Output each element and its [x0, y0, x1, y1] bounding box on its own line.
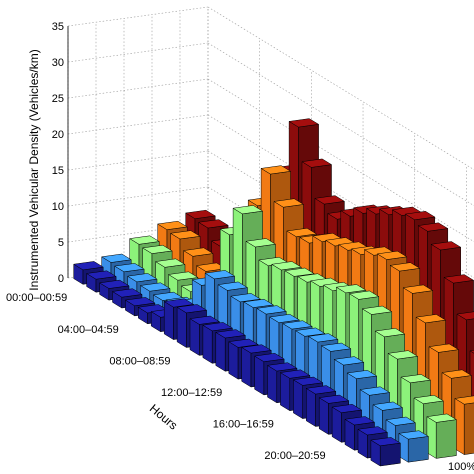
z-tick-label: 0: [58, 273, 64, 285]
z-tick-label: 10: [52, 201, 64, 213]
hour-tick-label: 12:00–12:59: [161, 387, 222, 399]
z-tick-label: 25: [52, 93, 64, 105]
gridline-wall: [67, 42, 209, 63]
gridline-backwall: [207, 78, 474, 242]
z-tick-label: 30: [52, 57, 64, 69]
bar: [398, 430, 430, 463]
z-tick-label: 5: [58, 237, 64, 249]
hour-tick-label: 16:00–16:59: [213, 419, 274, 431]
hours-axis-label: Hours: [147, 401, 181, 432]
gridline-wall: [67, 6, 209, 27]
gridline-backwall: [207, 42, 474, 206]
z-axis-label: Instrumented Vehicular Density (Vehicles…: [27, 49, 41, 290]
hour-tick-label: 08:00–08:59: [109, 355, 170, 367]
gridline-wall: [67, 186, 209, 207]
bars: [72, 118, 474, 467]
hour-tick-label: 00:00–00:59: [6, 292, 67, 304]
z-tick-label: 15: [52, 165, 64, 177]
gridline-wall: [67, 78, 209, 99]
z-tick-label: 35: [52, 21, 64, 33]
gridline-backwall: [207, 6, 474, 170]
gridline-wall: [67, 150, 209, 171]
bar: [454, 395, 474, 456]
bar: [426, 413, 458, 459]
bar: [370, 437, 402, 467]
gridline-backwall: [207, 150, 474, 314]
z-tick-label: 20: [52, 129, 64, 141]
gridline-wall: [67, 114, 209, 135]
depth-tick-label: 100%: [448, 461, 474, 473]
hour-tick-label: 20:00–20:59: [264, 450, 325, 462]
hour-tick-label: 04:00–04:59: [58, 324, 119, 336]
gridline-wall: [67, 222, 209, 243]
